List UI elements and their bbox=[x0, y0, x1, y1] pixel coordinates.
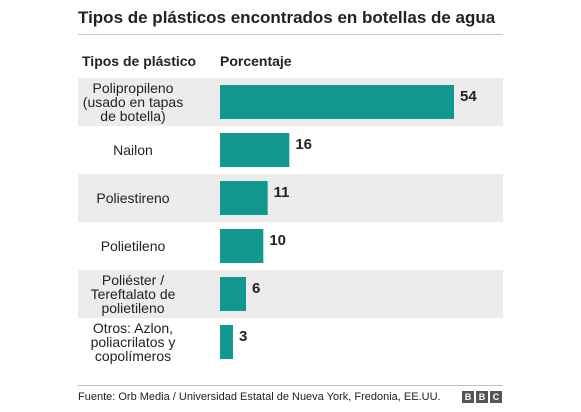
category-label: Poliéster / bbox=[102, 272, 164, 288]
bar bbox=[220, 277, 246, 311]
bar bbox=[220, 229, 264, 263]
bar bbox=[220, 85, 454, 119]
category-label: Polipropileno bbox=[93, 80, 174, 96]
category-label: Tereftalato de bbox=[91, 286, 176, 302]
source-note: Fuente: Orb Media / Universidad Estatal … bbox=[78, 391, 441, 403]
category-label: (usado en tapas bbox=[83, 94, 183, 110]
value-label: 16 bbox=[295, 136, 312, 153]
value-label: 6 bbox=[252, 280, 260, 297]
title-divider bbox=[78, 34, 503, 35]
bbc-logo: B B C bbox=[462, 391, 502, 403]
category-label: Otros: Azlon, bbox=[93, 320, 173, 336]
category-label: copolímeros bbox=[95, 348, 171, 364]
category-label: Poliestireno bbox=[96, 190, 169, 206]
bar bbox=[220, 325, 233, 359]
bbc-logo-letter-3: C bbox=[490, 391, 502, 403]
category-label: polietileno bbox=[101, 300, 164, 316]
value-label: 54 bbox=[460, 88, 477, 105]
category-label: poliacrilatos y bbox=[91, 334, 176, 350]
row-band bbox=[78, 174, 503, 222]
value-column-header: Porcentaje bbox=[220, 53, 292, 69]
category-column-header: Tipos de plástico bbox=[82, 53, 197, 69]
footer-divider bbox=[78, 385, 503, 386]
value-label: 11 bbox=[274, 184, 290, 201]
bbc-logo-letter-1: B bbox=[462, 391, 474, 403]
value-label: 10 bbox=[269, 232, 286, 249]
bar bbox=[220, 133, 290, 167]
bbc-logo-letter-2: B bbox=[476, 391, 488, 403]
category-label: de botella) bbox=[100, 108, 165, 124]
value-label: 3 bbox=[239, 328, 247, 345]
bar bbox=[220, 181, 268, 215]
category-label: Polietileno bbox=[101, 238, 166, 254]
row-band bbox=[78, 270, 503, 318]
category-label: Nailon bbox=[113, 142, 153, 158]
chart-title: Tipos de plásticos encontrados en botell… bbox=[78, 8, 496, 27]
